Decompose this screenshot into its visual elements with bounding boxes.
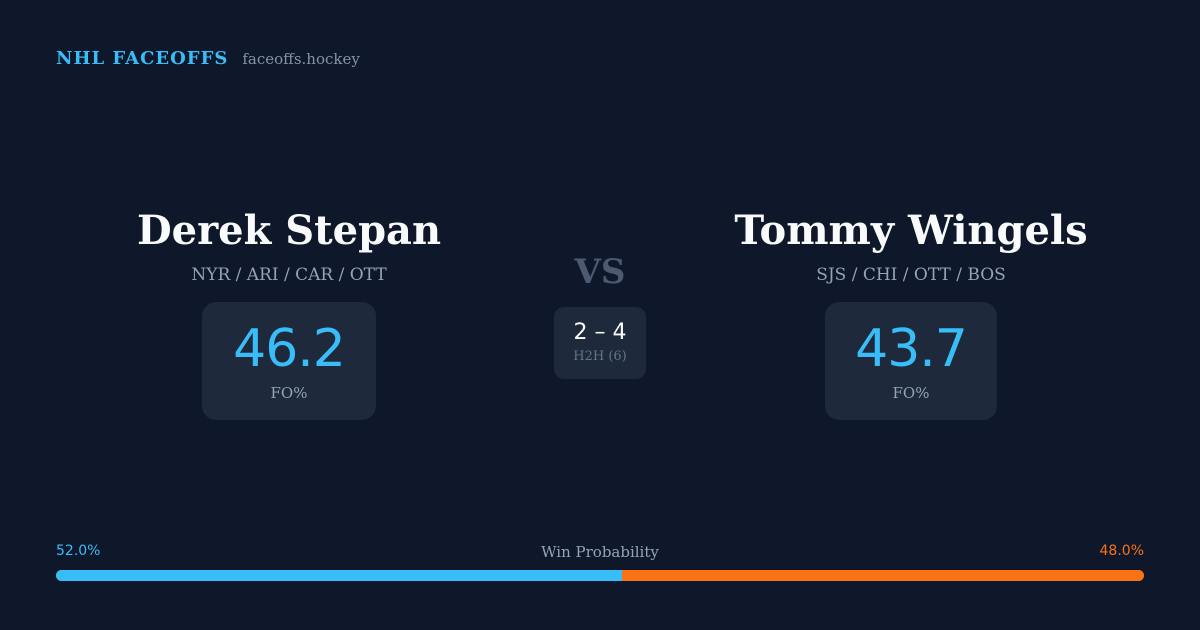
player-left-fo-label: FO% — [270, 384, 308, 402]
player-right-name: Tommy Wingels — [734, 207, 1088, 254]
player-left-stat-card: 46.2 FO% — [202, 302, 376, 420]
win-probability-labels: 52.0% Win Probability 48.0% — [56, 543, 1144, 563]
player-left-teams: NYR / ARI / CAR / OTT — [191, 265, 387, 285]
player-right-stat-card: 43.7 FO% — [825, 302, 997, 420]
h2h-card: 2 – 4 H2H (6) — [554, 307, 646, 379]
brand-header: NHL FACEOFFS faceoffs.hockey — [56, 48, 360, 69]
player-left: Derek Stepan NYR / ARI / CAR / OTT — [69, 205, 509, 287]
win-probability-title: Win Probability — [541, 543, 659, 561]
player-right-fo-value: 43.7 — [855, 319, 968, 379]
win-probability-bar — [56, 570, 1144, 581]
win-probability-bar-right — [621, 570, 1144, 581]
brand-domain: faceoffs.hockey — [242, 50, 360, 68]
win-probability-left-value: 52.0% — [56, 543, 101, 559]
player-left-name: Derek Stepan — [136, 207, 442, 254]
player-right-fo-label: FO% — [892, 384, 930, 402]
player-left-fo-value: 46.2 — [233, 319, 346, 379]
win-probability-bar-left — [56, 570, 622, 581]
h2h-label: H2H (6) — [573, 349, 627, 364]
player-right: Tommy Wingels SJS / CHI / OTT / BOS — [691, 205, 1131, 287]
h2h-score: 2 – 4 — [573, 320, 627, 345]
brand-name: NHL FACEOFFS — [56, 48, 229, 69]
versus-label: VS — [574, 252, 626, 292]
player-right-teams: SJS / CHI / OTT / BOS — [816, 265, 1006, 285]
win-probability-right-value: 48.0% — [1099, 543, 1144, 559]
